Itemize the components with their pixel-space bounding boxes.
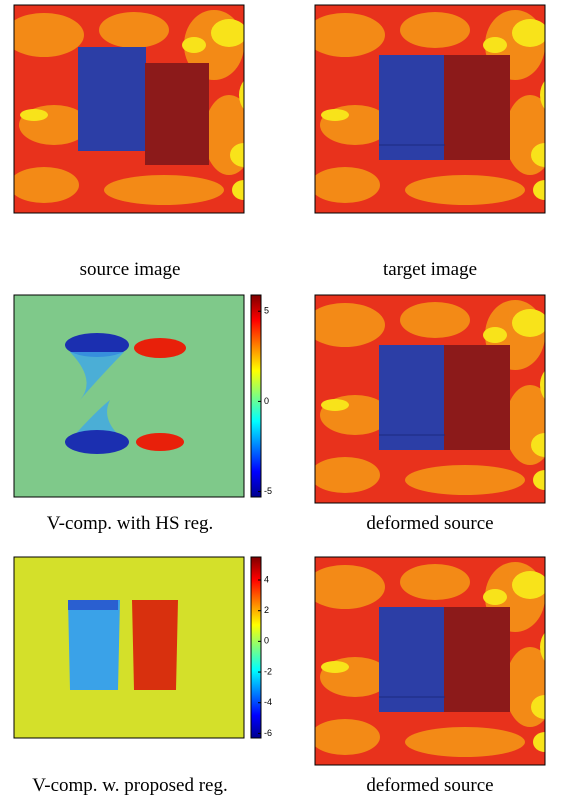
source-image xyxy=(4,5,279,213)
caption: deformed source xyxy=(366,513,493,534)
tick-label: -4 xyxy=(264,697,272,707)
tick-label: -5 xyxy=(264,486,272,496)
proposed-field xyxy=(13,556,245,739)
tick-label: 4 xyxy=(264,574,269,584)
caption: V-comp. with HS reg. xyxy=(47,513,214,534)
target-image xyxy=(305,5,580,213)
caption: source image xyxy=(80,259,181,280)
tick-label: 2 xyxy=(264,605,269,615)
tick-label: -2 xyxy=(264,666,272,676)
tick-label: 0 xyxy=(264,636,269,646)
deformed-source xyxy=(305,295,580,503)
tick-label: 0 xyxy=(264,396,269,406)
caption: V-comp. w. proposed reg. xyxy=(32,775,227,796)
hs-field xyxy=(13,294,245,498)
deformed-source xyxy=(305,557,580,765)
tick-label: 5 xyxy=(264,306,269,316)
tick-label: -6 xyxy=(264,728,272,738)
colorbar xyxy=(250,556,262,739)
caption: deformed source xyxy=(366,775,493,796)
colorbar xyxy=(250,294,262,498)
caption: target image xyxy=(383,259,477,280)
